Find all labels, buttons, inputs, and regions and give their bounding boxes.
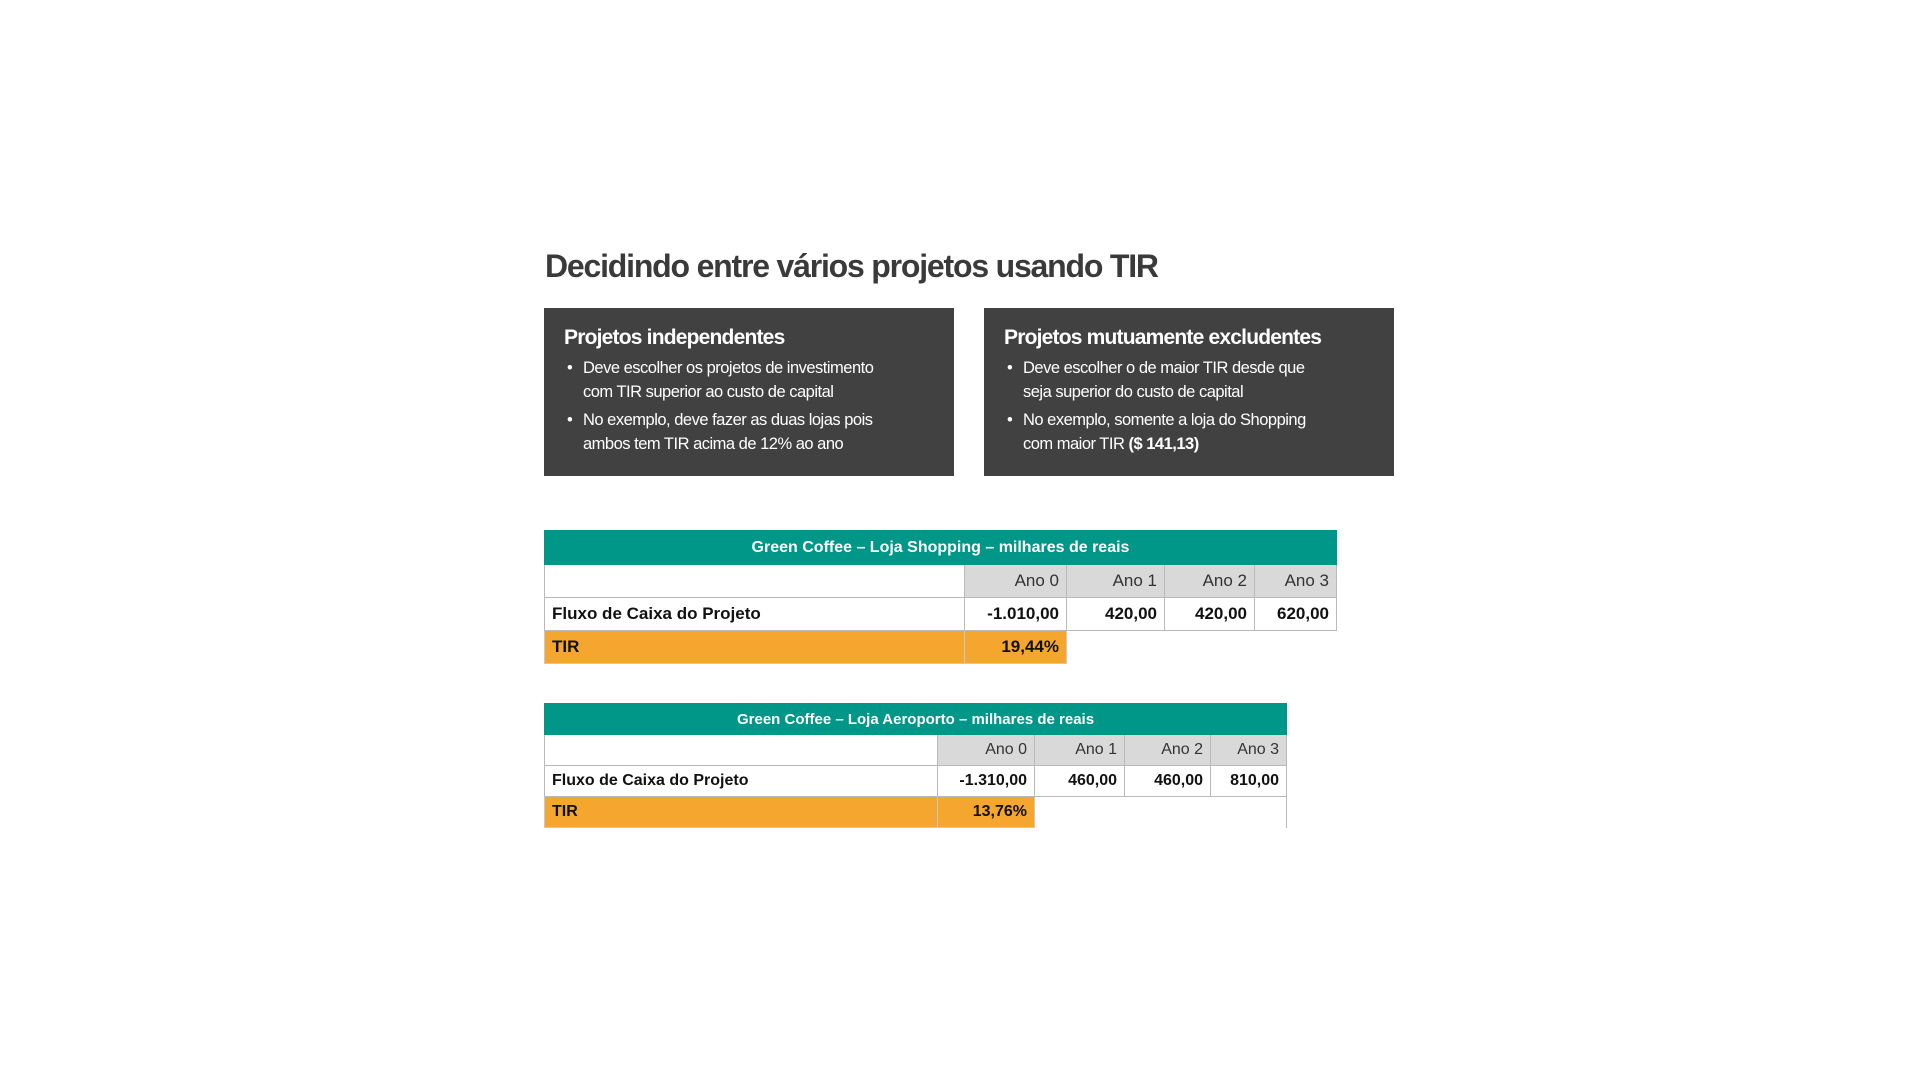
bullet-text: Deve escolher os projetos de investiment… (583, 359, 874, 377)
bullet-list: • Deve escolher o de maior TIR desde que… (1004, 356, 1376, 456)
tir-value: 19,44% (964, 630, 1067, 664)
bullet-item: • Deve escolher o de maior TIR desde que… (1004, 356, 1376, 404)
bullet-text: No exemplo, deve fazer as duas lojas poi… (583, 411, 873, 429)
table-caption: Green Coffee – Loja Shopping – milhares … (544, 530, 1337, 565)
bullet-text: No exemplo, somente a loja do Shopping (1023, 411, 1306, 429)
shopping-cashflow-table: Green Coffee – Loja Shopping – milhares … (544, 530, 1337, 664)
cashflow-value: -1.310,00 (937, 765, 1035, 797)
bullet-icon: • (1007, 411, 1013, 429)
table-header-row: Ano 0 Ano 1 Ano 2 Ano 3 (544, 734, 1288, 766)
cashflow-value: 810,00 (1209, 765, 1288, 797)
airport-cashflow-table: Green Coffee – Loja Aeroporto – milhares… (543, 703, 1288, 828)
year-header: Ano 3 (1209, 734, 1288, 766)
bullet-icon: • (1007, 359, 1013, 377)
bullet-text: com TIR superior ao custo de capital (583, 383, 834, 401)
bullet-item: • Deve escolher os projetos de investime… (564, 356, 936, 404)
tir-label: TIR (544, 796, 938, 828)
bullet-icon: • (567, 359, 573, 377)
cashflow-value: 420,00 (1066, 597, 1165, 631)
cashflow-value: 460,00 (1034, 765, 1125, 797)
empty-cell (1035, 797, 1125, 828)
cashflow-value: 420,00 (1164, 597, 1255, 631)
bullet-text: ambos tem TIR acima de 12% ao ano (583, 435, 844, 453)
year-header: Ano 3 (1254, 564, 1337, 598)
tir-label: TIR (544, 630, 965, 664)
table-row: Fluxo de Caixa do Projeto -1.310,00 460,… (544, 765, 1288, 797)
empty-cell (1067, 631, 1165, 664)
tir-row: TIR 13,76% (544, 796, 1288, 828)
bullet-item: • No exemplo, somente a loja do Shopping… (1004, 408, 1376, 456)
tir-row: TIR 19,44% (544, 630, 1337, 664)
bullet-text: com maior TIR (1023, 435, 1125, 453)
empty-cell (1255, 631, 1337, 664)
tir-value: 13,76% (937, 796, 1035, 828)
bullet-highlight: ($ 141,13) (1128, 435, 1199, 453)
table-caption: Green Coffee – Loja Aeroporto – milhares… (543, 703, 1288, 735)
year-header: Ano 2 (1164, 564, 1255, 598)
year-header: Ano 0 (964, 564, 1067, 598)
bullet-list: • Deve escolher os projetos de investime… (564, 356, 936, 456)
independent-projects-box: Projetos independentes • Deve escolher o… (544, 308, 954, 476)
row-label: Fluxo de Caixa do Projeto (544, 597, 965, 631)
mutually-exclusive-projects-box: Projetos mutuamente excludentes • Deve e… (984, 308, 1394, 476)
table-header-blank (544, 564, 965, 598)
box-heading: Projetos independentes (564, 326, 785, 349)
year-header: Ano 1 (1034, 734, 1125, 766)
bullet-item: • No exemplo, deve fazer as duas lojas p… (564, 408, 936, 456)
table-header-row: Ano 0 Ano 1 Ano 2 Ano 3 (544, 564, 1337, 598)
cashflow-value: -1.010,00 (964, 597, 1067, 631)
bullet-text: seja superior do custo de capital (1023, 383, 1244, 401)
cashflow-value: 460,00 (1124, 765, 1211, 797)
bullet-text: Deve escolher o de maior TIR desde que (1023, 359, 1305, 377)
empty-cell (1210, 796, 1288, 828)
cashflow-value: 620,00 (1254, 597, 1337, 631)
table-row: Fluxo de Caixa do Projeto -1.010,00 420,… (544, 597, 1337, 631)
empty-cell (1165, 631, 1255, 664)
bullet-icon: • (567, 411, 573, 429)
year-header: Ano 2 (1124, 734, 1211, 766)
slide-title: Decidindo entre vários projetos usando T… (545, 248, 1159, 284)
year-header: Ano 1 (1066, 564, 1165, 598)
row-label: Fluxo de Caixa do Projeto (544, 765, 938, 797)
table-header-blank (544, 734, 938, 766)
box-heading: Projetos mutuamente excludentes (1004, 326, 1322, 349)
empty-cell (1125, 797, 1211, 828)
year-header: Ano 0 (937, 734, 1035, 766)
